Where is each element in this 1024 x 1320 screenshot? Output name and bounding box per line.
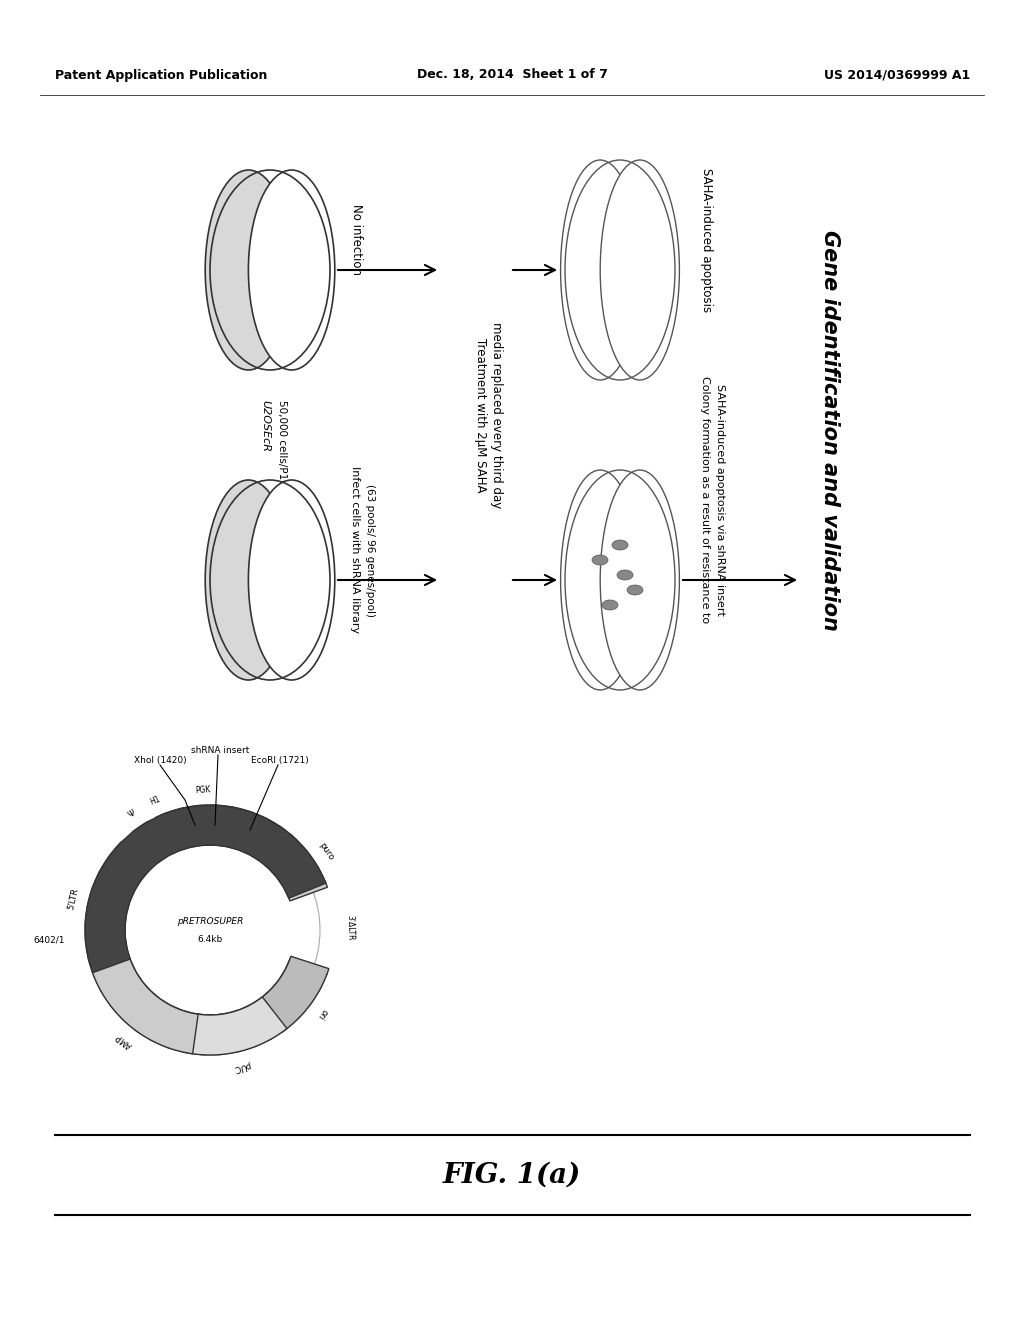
Text: pRETROSUPER: pRETROSUPER — [177, 917, 243, 927]
Text: U2OSEcR: U2OSEcR — [260, 400, 270, 451]
Text: Patent Application Publication: Patent Application Publication — [55, 69, 267, 82]
Ellipse shape — [602, 601, 618, 610]
Polygon shape — [224, 807, 282, 861]
Ellipse shape — [205, 480, 292, 680]
Text: 6.4kb: 6.4kb — [198, 936, 222, 945]
Polygon shape — [171, 805, 231, 849]
Text: (63 pools/ 96 genes/pool): (63 pools/ 96 genes/pool) — [365, 483, 375, 616]
Text: Infect cells with shRNA library: Infect cells with shRNA library — [350, 466, 360, 634]
Text: EcoRI (1721): EcoRI (1721) — [251, 756, 309, 766]
Text: No infection: No infection — [350, 205, 362, 276]
Circle shape — [78, 799, 342, 1063]
Ellipse shape — [617, 570, 633, 579]
Polygon shape — [92, 960, 199, 1053]
Text: FIG. 1(a): FIG. 1(a) — [442, 1162, 582, 1188]
Polygon shape — [264, 834, 328, 902]
Ellipse shape — [560, 160, 640, 380]
Ellipse shape — [205, 170, 292, 370]
Ellipse shape — [600, 470, 679, 690]
Text: Colony formation as a result of resistance to: Colony formation as a result of resistan… — [700, 376, 710, 623]
Text: AMP: AMP — [114, 1031, 134, 1049]
Text: pUC: pUC — [232, 1060, 251, 1073]
Text: XhoI (1420): XhoI (1420) — [134, 756, 186, 766]
Text: SAHA-induced apoptosis: SAHA-induced apoptosis — [700, 168, 713, 312]
Ellipse shape — [627, 585, 643, 595]
Text: 5'LTR: 5'LTR — [67, 887, 81, 911]
Text: 50,000 cells/P100: 50,000 cells/P100 — [278, 400, 287, 492]
Text: 3'ΔLTR: 3'ΔLTR — [345, 915, 354, 940]
Text: Dec. 18, 2014  Sheet 1 of 7: Dec. 18, 2014 Sheet 1 of 7 — [417, 69, 607, 82]
Text: media replaced every third day: media replaced every third day — [489, 322, 503, 508]
Ellipse shape — [249, 170, 335, 370]
Text: ori: ori — [315, 1007, 329, 1022]
Text: 6402/1: 6402/1 — [34, 936, 65, 945]
Polygon shape — [259, 956, 329, 1032]
Polygon shape — [85, 805, 328, 1055]
Polygon shape — [156, 810, 183, 854]
Polygon shape — [188, 997, 287, 1055]
Text: puro: puro — [317, 841, 335, 862]
Ellipse shape — [560, 470, 640, 690]
Text: Gene identification and validation: Gene identification and validation — [820, 230, 840, 631]
Text: shRNA insert: shRNA insert — [190, 746, 249, 755]
Ellipse shape — [249, 480, 335, 680]
Ellipse shape — [600, 160, 679, 380]
Text: H1: H1 — [148, 795, 162, 808]
Ellipse shape — [612, 540, 628, 550]
Text: SAHA-induced apoptosis via shRNA insert: SAHA-induced apoptosis via shRNA insert — [715, 384, 725, 616]
Text: Ψ: Ψ — [126, 808, 137, 820]
Text: PGK: PGK — [195, 785, 211, 795]
Ellipse shape — [592, 554, 608, 565]
Polygon shape — [133, 822, 168, 863]
Text: US 2014/0369999 A1: US 2014/0369999 A1 — [823, 69, 970, 82]
Polygon shape — [257, 826, 294, 867]
Text: Treatment with 2μM SAHA: Treatment with 2μM SAHA — [473, 338, 486, 492]
Polygon shape — [85, 842, 150, 973]
